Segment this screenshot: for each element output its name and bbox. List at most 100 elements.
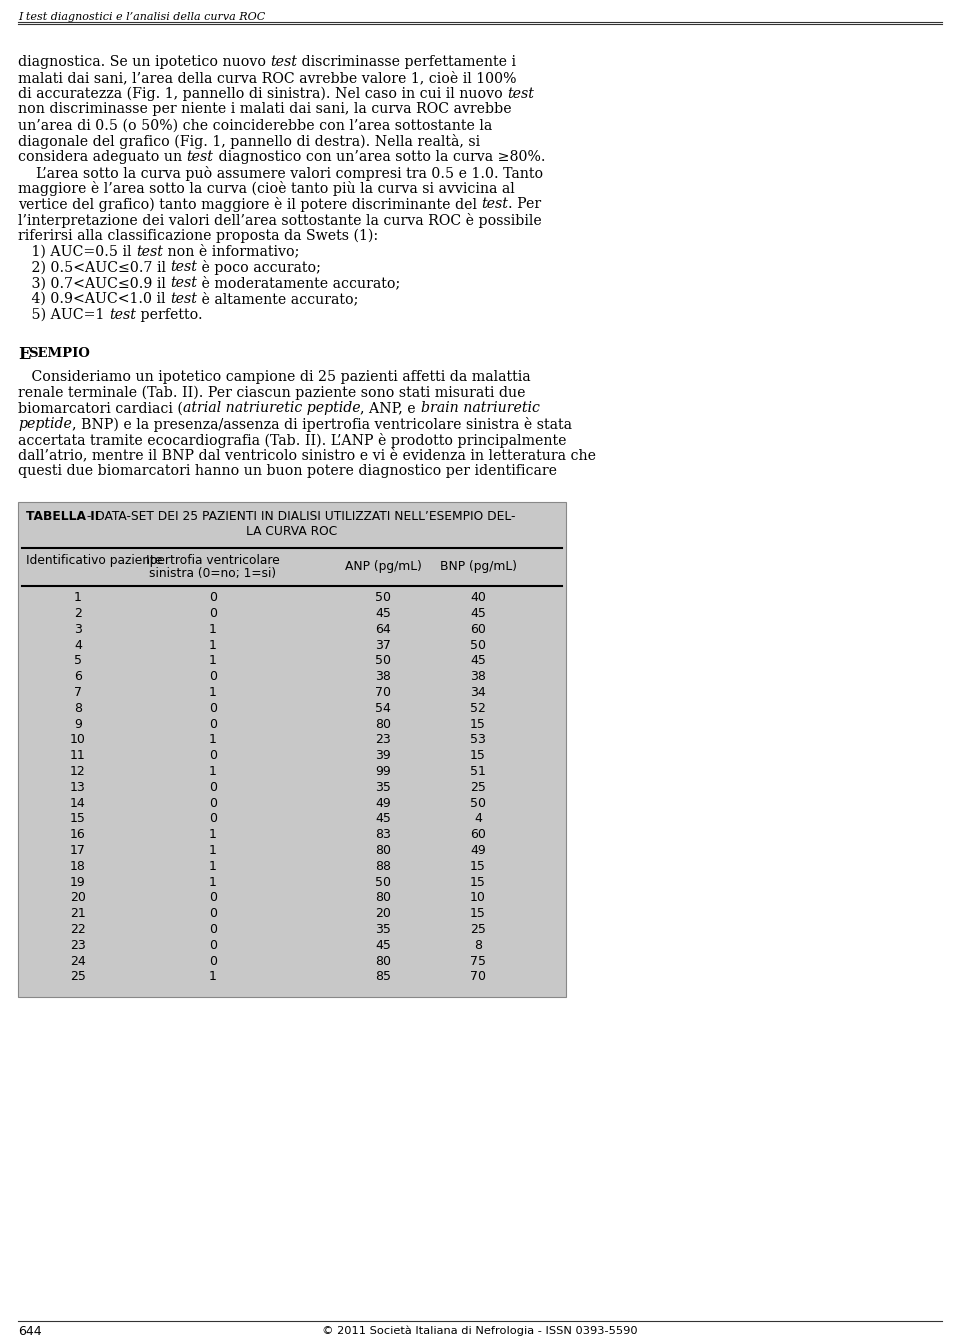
Text: renale terminale (Tab. II). Per ciascun paziente sono stati misurati due: renale terminale (Tab. II). Per ciascun …	[18, 385, 525, 400]
Text: test: test	[482, 197, 509, 211]
Text: 0: 0	[209, 780, 217, 794]
Text: 24: 24	[70, 955, 85, 967]
Text: 80: 80	[375, 955, 391, 967]
Text: test: test	[170, 291, 197, 306]
Text: Identificativo paziente: Identificativo paziente	[26, 555, 162, 567]
Text: I test diagnostici e l’analisi della curva ROC: I test diagnostici e l’analisi della cur…	[18, 12, 265, 21]
Text: 45: 45	[375, 939, 391, 952]
Text: L’area sotto la curva può assumere valori compresi tra 0.5 e 1.0. Tanto: L’area sotto la curva può assumere valor…	[18, 165, 543, 180]
Text: 45: 45	[470, 607, 486, 620]
Text: 0: 0	[209, 908, 217, 920]
Text: 99: 99	[375, 766, 391, 778]
Text: 45: 45	[470, 654, 486, 667]
Text: 0: 0	[209, 717, 217, 731]
Text: accertata tramite ecocardiografia (Tab. II). L’ANP è prodotto principalmente: accertata tramite ecocardiografia (Tab. …	[18, 432, 566, 447]
Text: peptide: peptide	[18, 416, 72, 431]
Bar	[18, 502, 566, 998]
Text: 50: 50	[375, 591, 391, 604]
Text: atrial natriuretic peptide: atrial natriuretic peptide	[182, 402, 361, 415]
Text: di accuratezza (Fig. 1, pannello di sinistra). Nel caso in cui il nuovo: di accuratezza (Fig. 1, pannello di sini…	[18, 86, 507, 101]
Text: un’area di 0.5 (o 50%) che coinciderebbe con l’area sottostante la: un’area di 0.5 (o 50%) che coinciderebbe…	[18, 118, 492, 132]
Text: 50: 50	[375, 876, 391, 889]
Text: 85: 85	[375, 971, 391, 983]
Text: test: test	[171, 261, 198, 274]
Text: 1: 1	[209, 829, 217, 841]
Text: ANP (pg/mL): ANP (pg/mL)	[345, 560, 421, 573]
Text: 15: 15	[470, 749, 486, 763]
Text: dall’atrio, mentre il BNP dal ventricolo sinistro e vi è evidenza in letteratura: dall’atrio, mentre il BNP dal ventricolo…	[18, 449, 596, 462]
Text: 34: 34	[470, 686, 486, 698]
Text: 3: 3	[74, 623, 82, 635]
Text: 1: 1	[209, 766, 217, 778]
Text: 0: 0	[209, 939, 217, 952]
Text: 10: 10	[70, 733, 86, 747]
Text: 1: 1	[209, 654, 217, 667]
Text: 80: 80	[375, 892, 391, 904]
Text: è moderatamente accurato;: è moderatamente accurato;	[197, 277, 400, 290]
Text: 1: 1	[209, 623, 217, 635]
Text: 17: 17	[70, 843, 86, 857]
Text: 52: 52	[470, 702, 486, 714]
Text: 75: 75	[470, 955, 486, 967]
Text: biomarcatori cardiaci (: biomarcatori cardiaci (	[18, 402, 182, 415]
Text: 88: 88	[375, 860, 391, 873]
Text: 1: 1	[209, 860, 217, 873]
Text: 5: 5	[74, 654, 82, 667]
Text: 2: 2	[74, 607, 82, 620]
Text: 40: 40	[470, 591, 486, 604]
Text: 4: 4	[74, 639, 82, 651]
Text: 7: 7	[74, 686, 82, 698]
Text: considera adeguato un: considera adeguato un	[18, 150, 186, 164]
Text: 5) AUC=1: 5) AUC=1	[18, 308, 108, 322]
Text: 54: 54	[375, 702, 391, 714]
Text: 1: 1	[209, 686, 217, 698]
Text: 1: 1	[209, 843, 217, 857]
Text: 22: 22	[70, 923, 85, 936]
Text: Ipertrofia ventricolare: Ipertrofia ventricolare	[146, 555, 280, 567]
Text: 51: 51	[470, 766, 486, 778]
Text: 0: 0	[209, 749, 217, 763]
Text: 11: 11	[70, 749, 85, 763]
Text: 38: 38	[470, 670, 486, 684]
Text: 45: 45	[375, 607, 391, 620]
Text: 25: 25	[470, 780, 486, 794]
Text: è altamente accurato;: è altamente accurato;	[197, 291, 358, 306]
Text: 45: 45	[375, 813, 391, 826]
Text: 25: 25	[470, 923, 486, 936]
Text: 6: 6	[74, 670, 82, 684]
Text: 60: 60	[470, 829, 486, 841]
Text: 15: 15	[470, 717, 486, 731]
Text: 8: 8	[74, 702, 82, 714]
Text: 10: 10	[470, 892, 486, 904]
Text: 50: 50	[375, 654, 391, 667]
Text: 1: 1	[209, 876, 217, 889]
Text: 50: 50	[470, 796, 486, 810]
Text: test: test	[186, 150, 213, 164]
Text: 1: 1	[209, 733, 217, 747]
Text: 25: 25	[70, 971, 86, 983]
Text: 0: 0	[209, 670, 217, 684]
Text: 83: 83	[375, 829, 391, 841]
Text: 644: 644	[18, 1326, 41, 1338]
Text: 20: 20	[70, 892, 86, 904]
Text: vertice del grafico) tanto maggiore è il potere discriminante del: vertice del grafico) tanto maggiore è il…	[18, 197, 482, 212]
Text: 50: 50	[470, 639, 486, 651]
Text: 23: 23	[375, 733, 391, 747]
Text: riferirsi alla classificazione proposta da Swets (1):: riferirsi alla classificazione proposta …	[18, 228, 378, 243]
Text: 1: 1	[74, 591, 82, 604]
Text: 3) 0.7<AUC≤0.9 il: 3) 0.7<AUC≤0.9 il	[18, 277, 170, 290]
Text: 15: 15	[70, 813, 86, 826]
Text: 21: 21	[70, 908, 85, 920]
Text: 53: 53	[470, 733, 486, 747]
Text: 2) 0.5<AUC≤0.7 il: 2) 0.5<AUC≤0.7 il	[18, 261, 171, 274]
Text: 20: 20	[375, 908, 391, 920]
Text: 37: 37	[375, 639, 391, 651]
Text: , ANP, e: , ANP, e	[361, 402, 420, 415]
Text: E: E	[18, 345, 31, 363]
Text: test: test	[170, 277, 197, 290]
Text: 70: 70	[375, 686, 391, 698]
Text: 39: 39	[375, 749, 391, 763]
Text: diagnostica. Se un ipotetico nuovo: diagnostica. Se un ipotetico nuovo	[18, 55, 271, 68]
Text: sinistra (0=no; 1=si): sinistra (0=no; 1=si)	[150, 567, 276, 580]
Text: 0: 0	[209, 955, 217, 967]
